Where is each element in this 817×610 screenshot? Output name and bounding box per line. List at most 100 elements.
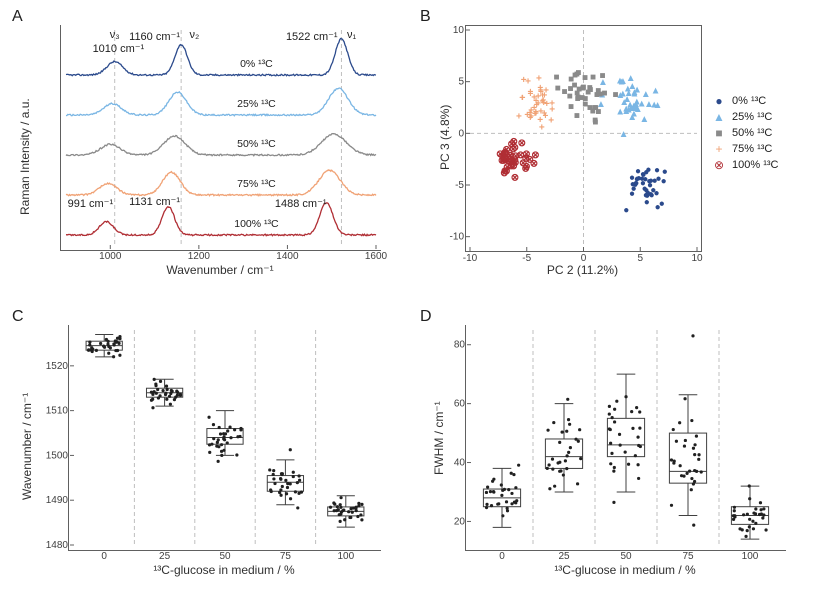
svg-text:▲: ▲ [619, 129, 629, 140]
svg-text:■: ■ [574, 69, 580, 80]
panel-a-ylabel: Raman Intensity / a.u. [18, 98, 32, 215]
svg-text:0% ¹³C: 0% ¹³C [240, 58, 273, 70]
legend-item: ⊗ 100% ¹³C [712, 159, 778, 171]
panel-b-ylabel: PC 3 (4.8%) [438, 105, 452, 170]
svg-text:1490: 1490 [46, 495, 69, 506]
panel-b-legend: ●0% ¹³C▲25% ¹³C■50% ¹³C+75% ¹³C⊗100% ¹³C [712, 95, 778, 175]
panel-a-xlabel: Wavenumber / cm⁻¹ [60, 263, 380, 277]
svg-text:+: + [520, 93, 526, 104]
legend-label: 100% ¹³C [732, 159, 778, 171]
svg-text:75: 75 [280, 551, 292, 562]
svg-text:1520: 1520 [46, 361, 69, 372]
panel-a-label: A [12, 8, 23, 26]
svg-text:ν₂: ν₂ [190, 29, 200, 41]
svg-text:⊗: ⊗ [526, 155, 534, 166]
svg-text:100: 100 [337, 551, 354, 562]
svg-text:▲: ▲ [631, 99, 641, 110]
legend-marker-icon: + [712, 143, 726, 155]
svg-text:0: 0 [499, 551, 505, 562]
svg-text:25% ¹³C: 25% ¹³C [237, 98, 276, 110]
svg-text:25: 25 [159, 551, 171, 562]
panel-d-label: D [420, 308, 432, 326]
svg-text:1160 cm⁻¹: 1160 cm⁻¹ [129, 31, 180, 43]
svg-text:1010 cm⁻¹: 1010 cm⁻¹ [93, 43, 145, 55]
svg-text:●: ● [648, 176, 654, 187]
boxplot-d-svg: 204060800255075100 [466, 325, 786, 550]
svg-text:75: 75 [682, 551, 694, 562]
svg-text:▲: ▲ [651, 85, 661, 96]
svg-text:■: ■ [568, 74, 574, 85]
svg-text:991 cm⁻¹: 991 cm⁻¹ [68, 198, 114, 210]
panel-c: 148014901500151015200255075100 [68, 325, 381, 551]
svg-text:+: + [537, 83, 543, 94]
legend-item: ▲25% ¹³C [712, 111, 778, 123]
svg-text:●: ● [659, 198, 665, 209]
svg-text:■: ■ [580, 82, 586, 93]
svg-text:▲: ▲ [649, 100, 659, 111]
svg-text:+: + [516, 111, 522, 122]
svg-text:■: ■ [574, 88, 580, 99]
panel-c-xlabel: ¹³C-glucose in medium / % [68, 563, 380, 577]
legend-marker-icon: ⊗ [712, 159, 726, 171]
svg-text:75% ¹³C: 75% ¹³C [237, 178, 276, 190]
panel-a: 10001200140016000% ¹³C25% ¹³C50% ¹³C75% … [60, 25, 381, 251]
boxplot-c-svg: 148014901500151015200255075100 [69, 325, 381, 550]
panel-c-ylabel: Wavenumber / cm⁻¹ [20, 393, 34, 500]
svg-text:ν₃: ν₃ [110, 29, 120, 41]
legend-item: +75% ¹³C [712, 143, 778, 155]
svg-text:+: + [527, 89, 533, 100]
svg-text:▲: ▲ [629, 87, 639, 98]
svg-text:■: ■ [568, 84, 574, 95]
legend-item: ●0% ¹³C [712, 95, 778, 107]
svg-text:1400: 1400 [276, 251, 299, 262]
panel-b-xlabel: PC 2 (11.2%) [465, 263, 700, 277]
svg-text:1600: 1600 [365, 251, 388, 262]
svg-text:50: 50 [219, 551, 231, 562]
svg-text:●: ● [630, 179, 636, 190]
spectra-svg: 10001200140016000% ¹³C25% ¹³C50% ¹³C75% … [61, 25, 381, 250]
svg-text:+: + [521, 75, 527, 86]
scatter-svg: -10-50510-10-50510●●●●●●●●●●●●●●●●●●●●●●… [466, 26, 701, 251]
svg-text:0: 0 [101, 551, 107, 562]
svg-text:⊗: ⊗ [511, 173, 519, 184]
svg-text:ν₁: ν₁ [347, 29, 357, 41]
panel-d-ylabel: FWHM / cm⁻¹ [432, 401, 446, 475]
panel-b-label: B [420, 8, 431, 26]
svg-text:+: + [528, 105, 534, 116]
panel-c-label: C [12, 308, 24, 326]
svg-text:1000: 1000 [99, 251, 122, 262]
svg-text:■: ■ [561, 86, 567, 97]
svg-text:●: ● [644, 191, 650, 202]
svg-text:1488 cm⁻¹: 1488 cm⁻¹ [275, 198, 327, 210]
svg-text:▲: ▲ [615, 107, 625, 118]
svg-text:▲: ▲ [618, 88, 628, 99]
panel-d-xlabel: ¹³C-glucose in medium / % [465, 563, 785, 577]
svg-text:60: 60 [454, 399, 466, 410]
svg-text:●: ● [645, 164, 651, 175]
svg-text:50% ¹³C: 50% ¹³C [237, 138, 276, 150]
svg-text:●: ● [636, 173, 642, 184]
svg-text:■: ■ [553, 72, 559, 83]
svg-text:50: 50 [620, 551, 632, 562]
svg-text:1200: 1200 [188, 251, 211, 262]
svg-text:■: ■ [555, 83, 561, 94]
svg-text:▲: ▲ [639, 114, 649, 125]
svg-text:●: ● [661, 176, 667, 187]
svg-text:40: 40 [454, 458, 466, 469]
svg-text:-5: -5 [455, 180, 464, 191]
svg-text:10: 10 [453, 25, 465, 36]
svg-text:1500: 1500 [46, 450, 69, 461]
svg-text:■: ■ [593, 103, 599, 114]
svg-text:80: 80 [454, 340, 466, 351]
panel-b: -10-50510-10-50510●●●●●●●●●●●●●●●●●●●●●●… [465, 25, 702, 252]
svg-text:5: 5 [458, 77, 464, 88]
svg-text:1480: 1480 [46, 540, 69, 551]
svg-text:100: 100 [742, 551, 759, 562]
svg-text:■: ■ [612, 90, 618, 101]
svg-text:+: + [549, 105, 555, 116]
svg-text:100% ¹³C: 100% ¹³C [234, 218, 279, 230]
legend-label: 25% ¹³C [732, 111, 772, 123]
svg-text:+: + [548, 116, 554, 127]
svg-text:■: ■ [587, 85, 593, 96]
svg-text:⊗: ⊗ [501, 148, 509, 159]
